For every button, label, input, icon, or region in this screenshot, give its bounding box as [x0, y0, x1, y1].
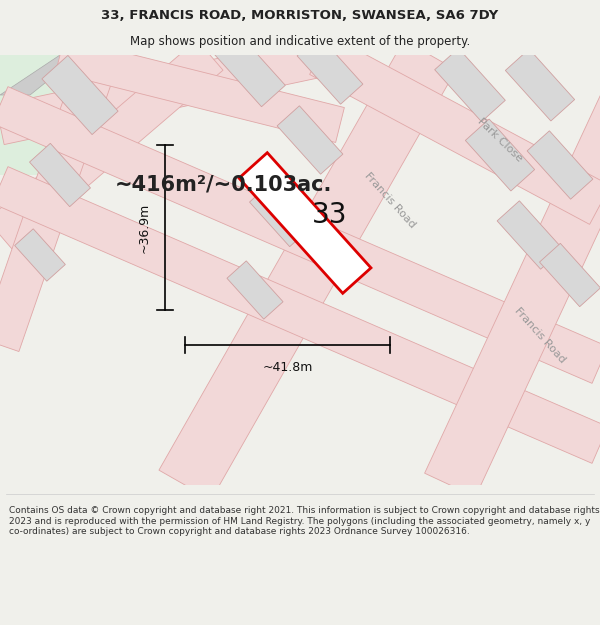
Polygon shape — [29, 143, 91, 207]
Polygon shape — [0, 55, 130, 175]
Polygon shape — [227, 261, 283, 319]
Polygon shape — [277, 106, 343, 174]
Polygon shape — [0, 87, 600, 383]
Polygon shape — [497, 201, 563, 269]
Text: ~41.8m: ~41.8m — [262, 361, 313, 374]
Text: Contains OS data © Crown copyright and database right 2021. This information is : Contains OS data © Crown copyright and d… — [9, 506, 599, 536]
Text: Map shows position and indicative extent of the property.: Map shows position and indicative extent… — [130, 35, 470, 48]
Polygon shape — [310, 36, 600, 224]
Polygon shape — [215, 33, 286, 107]
Polygon shape — [0, 55, 80, 95]
Polygon shape — [159, 40, 456, 500]
Polygon shape — [466, 119, 535, 191]
Polygon shape — [0, 167, 600, 463]
Text: 33, FRANCIS ROAD, MORRISTON, SWANSEA, SA6 7DY: 33, FRANCIS ROAD, MORRISTON, SWANSEA, SA… — [101, 9, 499, 22]
Polygon shape — [505, 49, 575, 121]
Polygon shape — [56, 38, 344, 142]
Polygon shape — [42, 56, 118, 134]
Polygon shape — [0, 40, 223, 250]
Polygon shape — [425, 43, 600, 497]
Polygon shape — [14, 229, 65, 281]
Text: ~36.9m: ~36.9m — [138, 202, 151, 252]
Polygon shape — [297, 36, 363, 104]
Text: Francis Road: Francis Road — [362, 171, 418, 229]
Polygon shape — [434, 48, 505, 122]
Polygon shape — [0, 49, 119, 351]
Text: Francis Road: Francis Road — [512, 306, 568, 364]
Polygon shape — [539, 243, 600, 307]
Polygon shape — [250, 183, 310, 247]
Polygon shape — [239, 152, 371, 293]
Polygon shape — [527, 131, 593, 199]
Text: Park Close: Park Close — [476, 116, 524, 164]
Text: 33: 33 — [312, 201, 348, 229]
Polygon shape — [0, 36, 334, 144]
Text: ~416m²/~0.103ac.: ~416m²/~0.103ac. — [115, 175, 332, 195]
